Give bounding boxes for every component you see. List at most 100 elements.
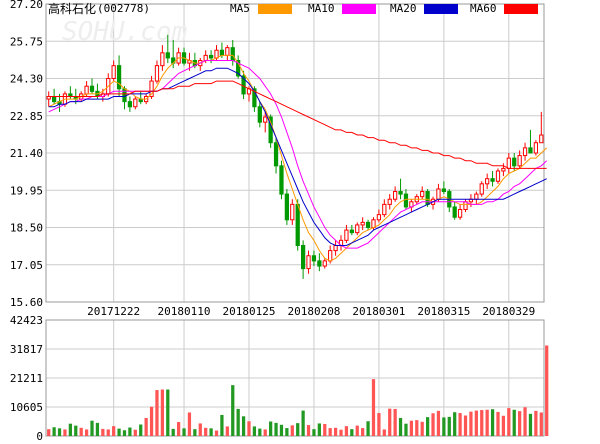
- volume-bar: [296, 423, 300, 436]
- price-panel-frame: [45, 3, 545, 303]
- candle: [501, 163, 506, 177]
- candle: [522, 142, 528, 161]
- candle: [68, 86, 73, 100]
- volume-bar: [328, 428, 332, 436]
- candle: [457, 204, 463, 220]
- volume-bar: [447, 416, 451, 436]
- candle-body-up: [463, 201, 468, 211]
- candle-body-down: [365, 221, 371, 229]
- candle: [533, 140, 539, 156]
- date-tick-label: 20180125: [222, 305, 275, 318]
- candles: [46, 34, 544, 279]
- volume-bar: [398, 417, 403, 436]
- stock-name: 高科石化: [48, 1, 96, 16]
- candle: [452, 201, 457, 220]
- volume-bar: [518, 411, 522, 436]
- candle-body-down: [317, 260, 322, 267]
- volume-bar: [366, 421, 370, 436]
- volume-bar: [377, 413, 381, 436]
- candle-body-up: [290, 203, 295, 221]
- volume-bar: [144, 417, 148, 436]
- candle-body-down: [252, 88, 257, 108]
- volume-bar: [501, 415, 506, 436]
- candle-body-up: [539, 134, 544, 144]
- volume-bar: [290, 425, 294, 436]
- candle-body-up: [506, 157, 511, 169]
- candle: [300, 240, 306, 279]
- volume-bar: [312, 429, 316, 436]
- volume-bar: [198, 423, 202, 436]
- candle-body-down: [295, 203, 300, 246]
- candle-body-up: [328, 250, 333, 262]
- volume-bar: [101, 428, 105, 436]
- volume-bar: [47, 429, 51, 436]
- volume-bar: [209, 428, 213, 436]
- candle-body-up: [457, 209, 463, 218]
- volume-bar: [388, 408, 392, 436]
- volume-bar: [463, 415, 468, 436]
- volume-bar: [333, 427, 338, 436]
- volume-bar: [84, 429, 89, 436]
- candle: [528, 129, 533, 154]
- price-tick-label: 21.40: [10, 147, 43, 160]
- candle-body-down: [51, 95, 57, 103]
- legend-swatch-ma20: [424, 4, 458, 14]
- date-tick-label: 20180301: [352, 305, 405, 318]
- volume-bar: [355, 425, 359, 436]
- volume-tick-label: 0: [36, 430, 43, 440]
- candle: [138, 91, 143, 105]
- volume-bar: [182, 428, 186, 436]
- candle-body-up: [393, 191, 398, 200]
- volume-bar: [539, 412, 543, 436]
- volume-bar: [74, 425, 78, 436]
- date-tick-label: 20171222: [87, 305, 140, 318]
- volume-bar: [128, 427, 132, 436]
- volume-bar: [415, 420, 419, 436]
- chart-legend: MA5 MA10 MA20 MA60: [230, 2, 538, 15]
- candle-body-down: [300, 244, 306, 270]
- candle-body-down: [273, 142, 279, 167]
- volume-bar: [425, 417, 430, 436]
- volume-bar: [57, 428, 62, 436]
- price-tick-label: 27.20: [10, 0, 43, 11]
- date-tick-label: 20180208: [287, 305, 340, 318]
- volume-bar: [68, 423, 72, 436]
- volume-tick-label: 31817: [10, 343, 43, 356]
- candle-body-up: [111, 65, 116, 80]
- candle-body-down: [452, 206, 457, 218]
- candle: [376, 209, 382, 223]
- candle-body-up: [263, 116, 268, 123]
- candle: [441, 181, 446, 195]
- candle-body-up: [203, 54, 208, 62]
- candle: [349, 224, 354, 236]
- volume-bar: [350, 429, 354, 436]
- candle: [273, 137, 279, 174]
- legend-label-ma20: MA20: [390, 2, 417, 15]
- price-tick-label: 15.60: [10, 296, 43, 309]
- volume-bar: [512, 409, 516, 436]
- volume-bar: [545, 345, 549, 436]
- volume-bar: [171, 428, 175, 436]
- candle-body-down: [257, 106, 262, 123]
- price-tick-label: 19.95: [10, 184, 43, 197]
- ma-line-ma20: [48, 67, 547, 246]
- candle: [198, 57, 203, 71]
- candle-body-up: [474, 193, 479, 200]
- candle-body-down: [165, 52, 170, 59]
- candle: [365, 219, 371, 231]
- candle-body-down: [230, 47, 235, 62]
- candle: [306, 250, 311, 274]
- candle: [393, 186, 398, 202]
- volume-bar: [534, 410, 538, 436]
- candle-body-up: [382, 203, 387, 216]
- candle-body-down: [528, 147, 533, 154]
- candle: [311, 250, 317, 267]
- candle-body-up: [495, 170, 501, 182]
- volume-bar: [420, 421, 424, 436]
- candle-body-down: [490, 178, 495, 182]
- candle: [387, 194, 392, 210]
- volume-bar: [306, 425, 311, 436]
- volume-bar: [122, 430, 127, 436]
- candle: [463, 199, 468, 213]
- candle-body-up: [133, 98, 138, 108]
